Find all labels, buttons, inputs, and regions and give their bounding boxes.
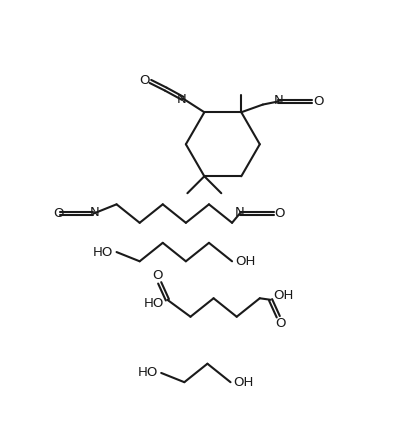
- Text: O: O: [313, 95, 323, 108]
- Text: HO: HO: [144, 297, 164, 310]
- Text: OH: OH: [274, 289, 294, 303]
- Text: O: O: [274, 207, 285, 220]
- Text: O: O: [275, 317, 286, 330]
- Text: O: O: [152, 269, 163, 283]
- Text: HO: HO: [138, 366, 158, 380]
- Text: N: N: [273, 94, 283, 107]
- Text: OH: OH: [235, 255, 256, 268]
- Text: HO: HO: [93, 246, 114, 259]
- Text: OH: OH: [234, 376, 254, 388]
- Text: O: O: [54, 207, 64, 220]
- Text: O: O: [139, 74, 150, 87]
- Text: N: N: [235, 206, 245, 219]
- Text: N: N: [177, 93, 187, 105]
- Text: N: N: [90, 206, 100, 219]
